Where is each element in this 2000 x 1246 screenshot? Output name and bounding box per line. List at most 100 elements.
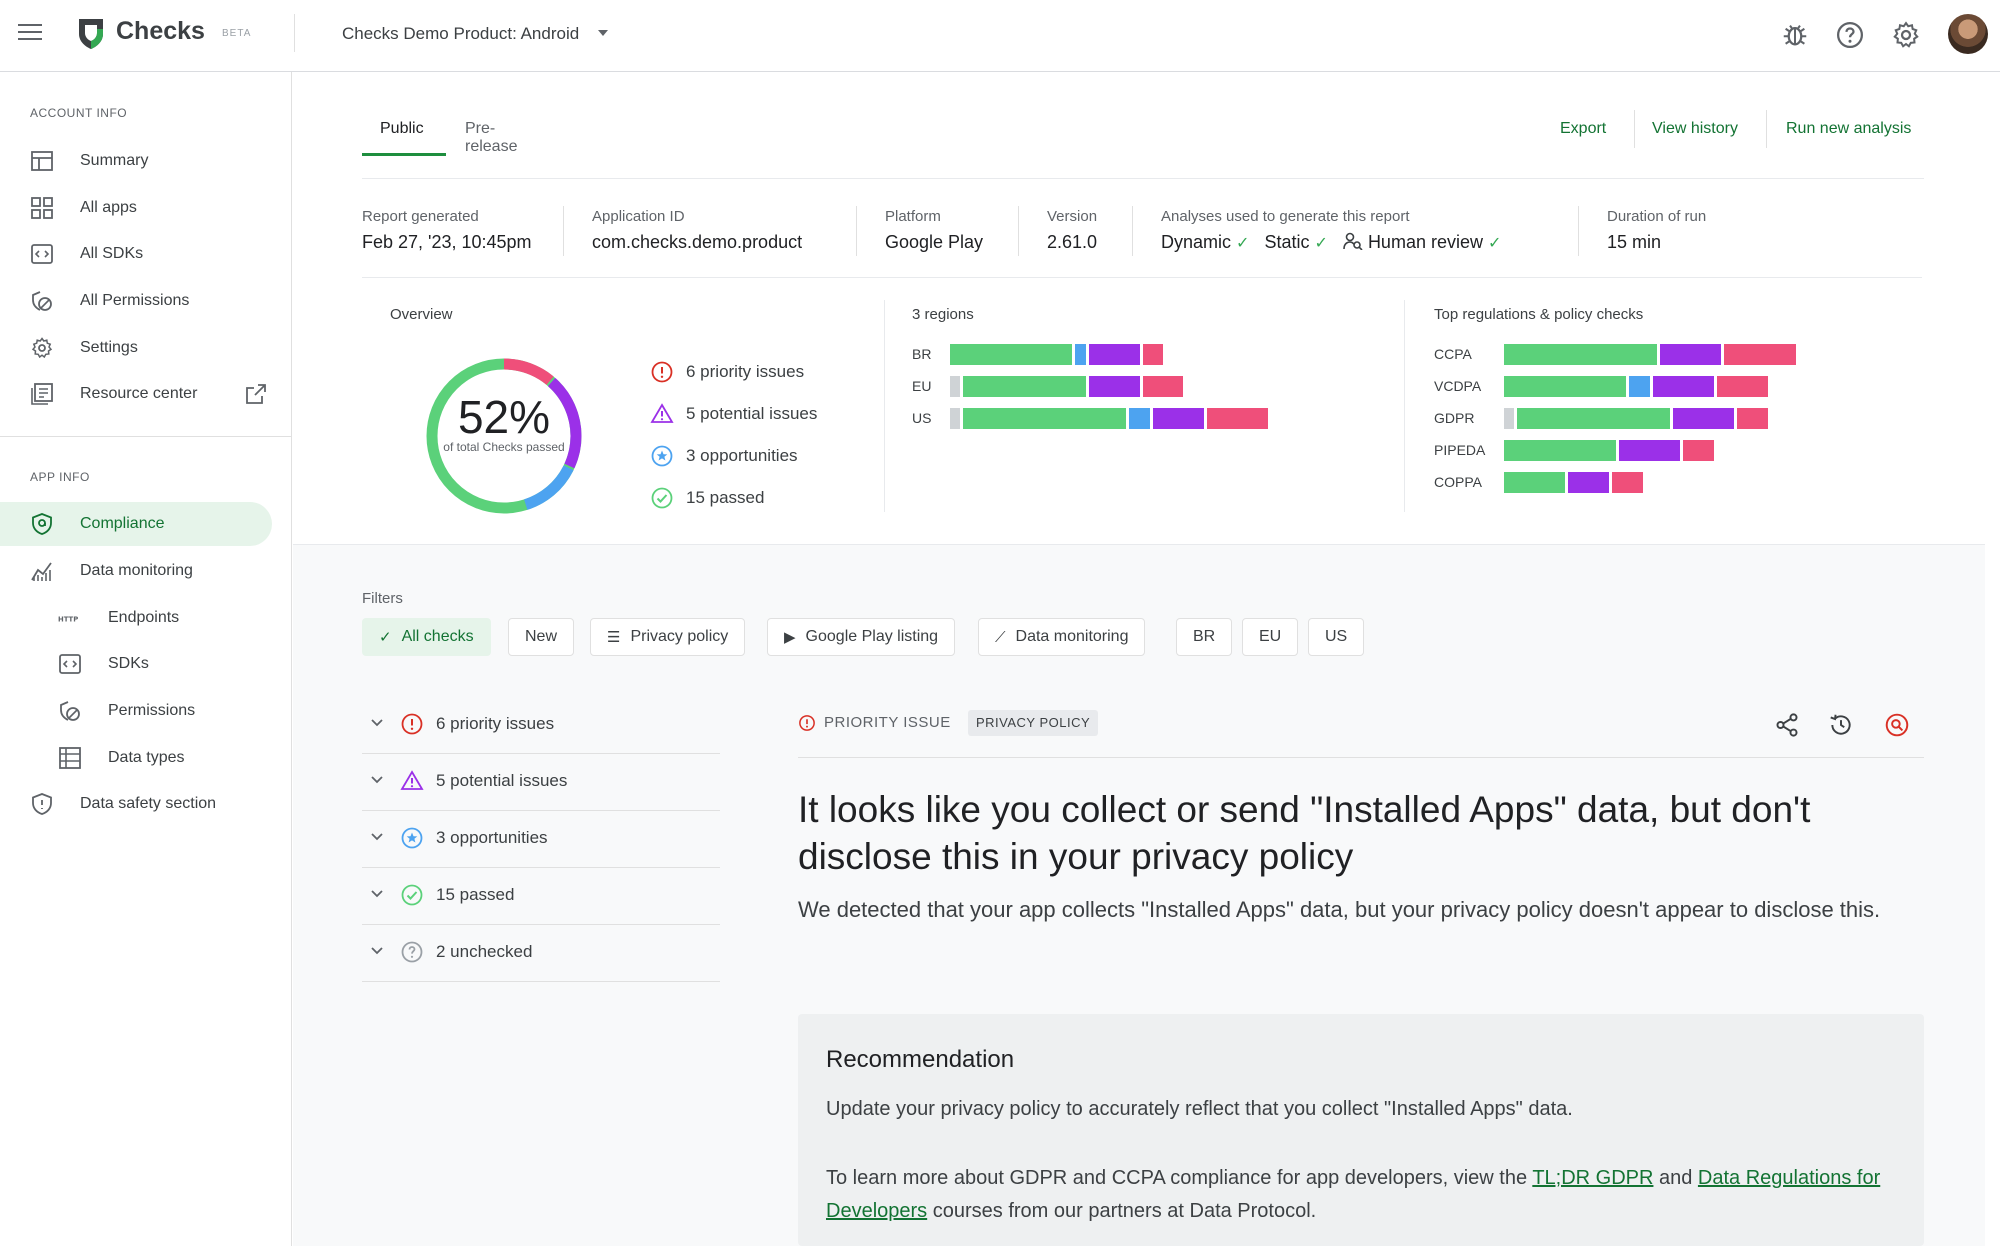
meta-divider: [856, 206, 857, 256]
region-bar-br[interactable]: [950, 344, 1166, 365]
report-generated-label: Report generated: [362, 208, 479, 225]
filter-chip-new[interactable]: New: [508, 618, 575, 656]
chart-icon: ⟋: [995, 628, 1006, 646]
app-info-heading: APP INFO: [30, 470, 90, 484]
tldr-gdpr-link[interactable]: TL;DR GDPR: [1532, 1167, 1654, 1189]
apps-grid-icon: [31, 197, 53, 219]
regulation-bar-segment: [1504, 408, 1515, 429]
help-icon[interactable]: [1835, 20, 1865, 50]
product-selector[interactable]: Checks Demo Product: Android: [342, 24, 580, 43]
opportunity-star-icon: [651, 445, 673, 467]
warning-icon: [650, 403, 674, 423]
sidebar-item-data-safety[interactable]: Data safety section: [0, 782, 272, 826]
region-bar-segment: [950, 344, 1073, 365]
shield-outline-icon: [32, 793, 52, 815]
view-history-button[interactable]: View history: [1652, 120, 1738, 137]
filter-chip-us[interactable]: US: [1308, 618, 1365, 656]
data-regulations-link[interactable]: Data Regulations for Developers: [826, 1167, 1881, 1222]
regulation-bar-segment: [1716, 376, 1768, 397]
overview-priority-label: 6 priority issues: [686, 362, 805, 381]
accordion-opportunities[interactable]: 3 opportunities: [362, 812, 720, 868]
accordion-passed[interactable]: 15 passed: [362, 869, 720, 925]
meta-divider: [1578, 206, 1579, 256]
regulation-bar-pipeda[interactable]: [1504, 440, 1717, 461]
region-bar-segment: [950, 376, 961, 397]
external-link-icon[interactable]: [244, 382, 268, 406]
sidebar-item-data-monitoring[interactable]: Data monitoring: [0, 549, 272, 593]
sidebar-item-label: Summary: [80, 152, 149, 169]
donut-potential-arc: [426, 358, 582, 514]
regulation-bar-segment: [1737, 408, 1768, 429]
region-bar-us[interactable]: [950, 408, 1271, 429]
region-bar-eu[interactable]: [950, 376, 1186, 397]
regulation-bar-coppa[interactable]: [1504, 472, 1646, 493]
regions-title: 3 regions: [912, 306, 974, 323]
sidebar-item-label: Data types: [108, 749, 185, 766]
accordion-label: 3 opportunities: [436, 828, 548, 847]
sidebar-item-endpoints[interactable]: HTTP Endpoints: [0, 596, 272, 640]
regulation-bar-segment: [1504, 344, 1657, 365]
tab-pre-release[interactable]: Pre-release: [465, 120, 518, 155]
accordion-potential-issues[interactable]: 5 potential issues: [362, 755, 720, 811]
sidebar-item-resource-center[interactable]: Resource center: [0, 372, 272, 416]
bug-report-icon[interactable]: [1780, 20, 1810, 50]
regulation-bar-segment: [1652, 376, 1714, 397]
regulation-bar-vcdpa[interactable]: [1504, 376, 1771, 397]
chart-icon: [31, 562, 52, 581]
sidebar-item-data-types[interactable]: Data types: [0, 736, 272, 780]
meta-divider: [1132, 206, 1133, 256]
menu-icon[interactable]: [18, 24, 42, 44]
sidebar-item-settings[interactable]: Settings: [0, 326, 272, 370]
regulation-bar-segment: [1724, 344, 1796, 365]
issue-detail-header: PRIORITY ISSUE PRIVACY POLICY: [798, 700, 1924, 758]
filter-chip-br[interactable]: BR: [1176, 618, 1233, 656]
filter-chip-all-checks[interactable]: ✓ All checks: [362, 618, 491, 656]
issue-headline: It looks like you collect or send "Insta…: [798, 789, 1811, 877]
filter-chip-eu[interactable]: EU: [1242, 618, 1299, 656]
shield-icon: [32, 513, 52, 535]
sidebar-item-permissions[interactable]: Permissions: [0, 689, 272, 733]
sidebar-item-sdks[interactable]: SDKs: [0, 642, 272, 686]
donut-priority-arc: [426, 358, 582, 514]
version-label: Version: [1047, 208, 1098, 225]
checks-logo-icon[interactable]: [76, 16, 106, 50]
filter-chip-privacy-policy[interactable]: ☰ Privacy policy: [590, 618, 746, 656]
accordion-priority-issues[interactable]: 6 priority issues: [362, 698, 720, 754]
panel-divider: [884, 300, 885, 512]
sdk-icon: [59, 654, 81, 674]
filter-chip-data-monitoring[interactable]: ⟋ Data monitoring: [978, 618, 1146, 656]
tab-public[interactable]: Public: [380, 120, 424, 137]
region-label-br: BR: [912, 346, 932, 362]
account-info-heading: ACCOUNT INFO: [30, 106, 128, 120]
chevron-down-icon[interactable]: [598, 30, 608, 36]
bug-search-icon[interactable]: [1884, 712, 1910, 738]
regulation-bar-segment: [1504, 376, 1627, 397]
sidebar-item-all-apps[interactable]: All apps: [0, 186, 272, 230]
regulation-bar-segment: [1504, 440, 1617, 461]
accordion-unchecked[interactable]: 2 unchecked: [362, 926, 720, 982]
book-icon: [31, 383, 53, 405]
check-icon: ✓: [1314, 235, 1328, 252]
user-avatar[interactable]: [1948, 14, 1988, 54]
accordion-label: 6 priority issues: [436, 714, 555, 733]
sidebar-item-all-sdks[interactable]: All SDKs: [0, 232, 272, 276]
regulation-bar-ccpa[interactable]: [1504, 344, 1799, 365]
run-new-analysis-button[interactable]: Run new analysis: [1786, 120, 1912, 137]
sidebar-item-compliance[interactable]: Compliance: [0, 502, 272, 546]
sidebar-item-label: SDKs: [108, 655, 149, 672]
sidebar-item-summary[interactable]: Summary: [0, 139, 272, 183]
regulation-bar-gdpr[interactable]: [1504, 408, 1771, 429]
export-button[interactable]: Export: [1560, 120, 1607, 137]
share-icon[interactable]: [1774, 712, 1800, 738]
filter-chip-google-play-listing[interactable]: ▶ Google Play listing: [767, 618, 956, 656]
overview-title: Overview: [390, 306, 453, 323]
gear-icon[interactable]: [1891, 20, 1921, 50]
platform-label: Platform: [885, 208, 941, 225]
recommendation-learn-more: To learn more about GDPR and CCPA compli…: [826, 1162, 1886, 1228]
panel-divider: [1404, 300, 1405, 512]
chevron-down-icon: [371, 833, 383, 841]
sidebar-item-all-permissions[interactable]: All Permissions: [0, 279, 272, 323]
sidebar-item-label: All apps: [80, 199, 137, 216]
warning-icon: [400, 770, 424, 790]
history-icon[interactable]: [1828, 712, 1854, 738]
